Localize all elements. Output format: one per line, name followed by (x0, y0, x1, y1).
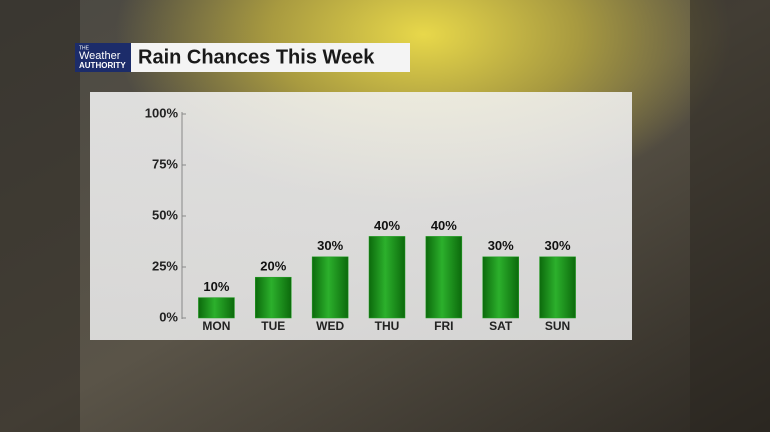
y-tick-label: 25% (152, 258, 178, 273)
bar (255, 276, 292, 319)
bar (425, 236, 463, 319)
logo-small: THE (79, 45, 90, 51)
x-tick-label: THU (375, 319, 400, 333)
logo-box (75, 43, 131, 72)
background-shade (690, 0, 770, 432)
y-tick-label: 75% (152, 156, 178, 171)
y-tick-label: 0% (159, 309, 178, 324)
bar (198, 297, 235, 319)
background-shade (0, 0, 80, 432)
logo-sub: AUTHORITY (79, 61, 126, 70)
value-label: 30% (545, 238, 571, 253)
logo-name: Weather (79, 50, 121, 62)
value-label: 40% (374, 218, 400, 233)
chart-title: Rain Chances This Week (138, 46, 375, 68)
x-tick-label: TUE (261, 319, 285, 333)
bar (368, 236, 406, 319)
x-tick-label: WED (316, 319, 344, 333)
x-tick-label: MON (202, 319, 230, 333)
value-label: 20% (260, 259, 286, 274)
value-label: 30% (488, 238, 514, 253)
bar (311, 256, 349, 319)
x-tick-label: SUN (545, 319, 570, 333)
bar (482, 256, 519, 319)
y-tick-label: 50% (152, 207, 178, 222)
bar (539, 256, 576, 319)
value-label: 10% (203, 279, 229, 294)
y-tick-label: 100% (145, 105, 179, 120)
value-label: 30% (317, 238, 343, 253)
value-label: 40% (431, 218, 457, 233)
x-tick-label: SAT (489, 319, 513, 333)
x-tick-label: FRI (434, 319, 453, 333)
